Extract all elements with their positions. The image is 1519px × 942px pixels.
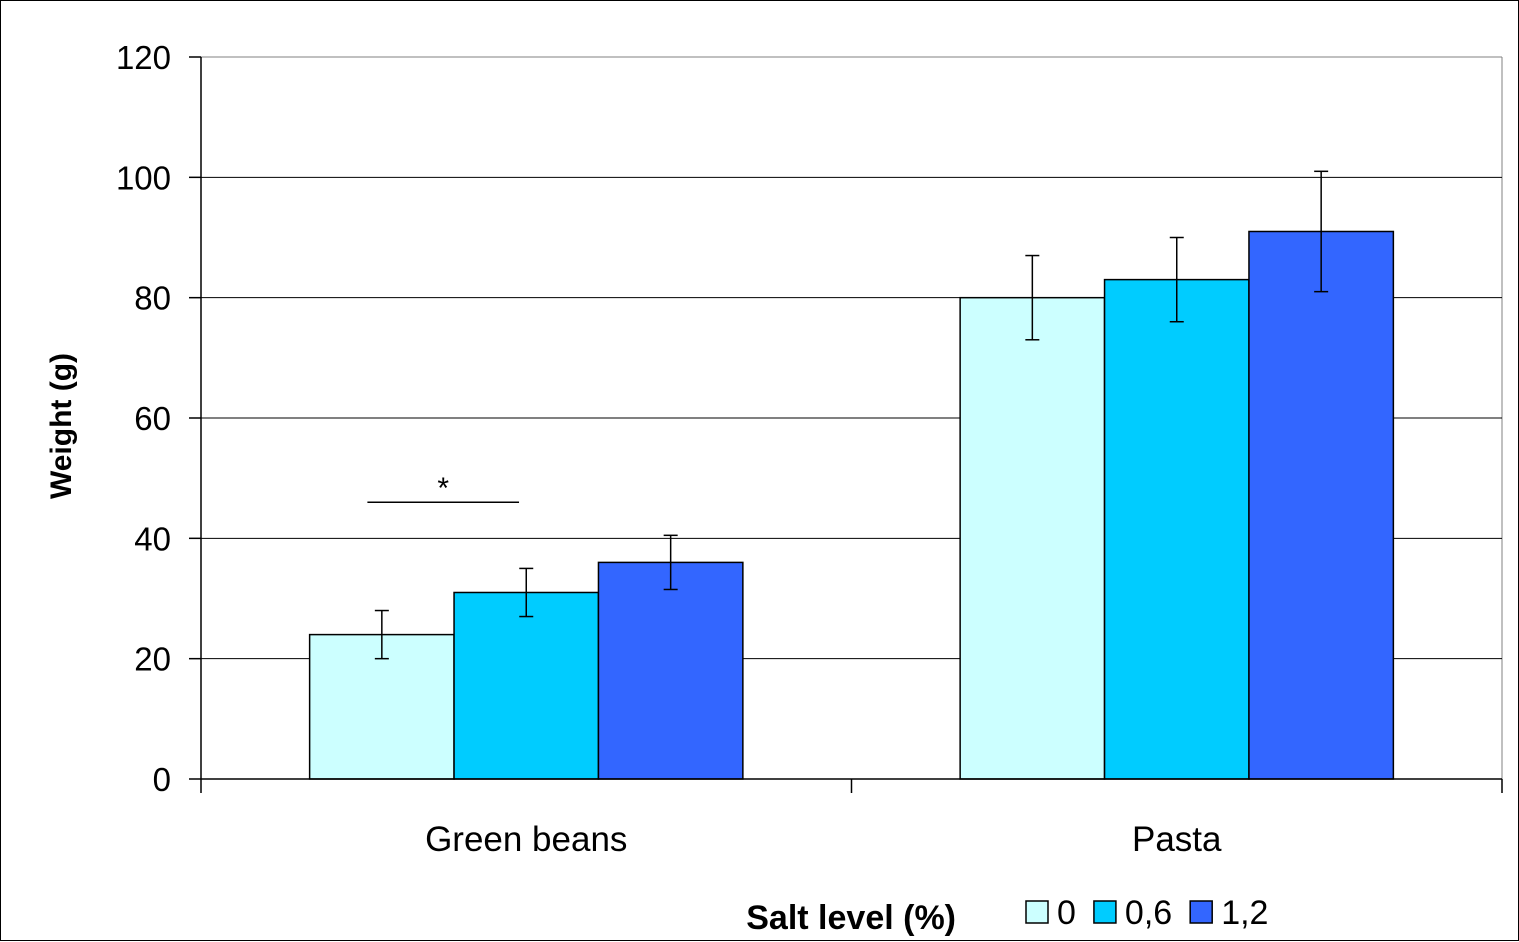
legend-label: 0 — [1057, 894, 1076, 932]
y-tick-label: 20 — [134, 641, 171, 678]
annotations: * — [367, 472, 520, 505]
legend-title: Salt level (%) — [746, 899, 956, 937]
y-tick-label: 120 — [116, 39, 171, 76]
significance-star: * — [437, 472, 449, 505]
y-tick-label: 80 — [134, 280, 171, 317]
bars — [308, 230, 1395, 780]
y-tick-label: 100 — [116, 159, 171, 196]
axes: 0 20 40 60 80 100 120 Green beans Pasta — [116, 39, 1503, 859]
bar — [1103, 278, 1250, 780]
bar — [959, 296, 1106, 780]
bar — [597, 561, 744, 780]
legend-swatch — [1093, 900, 1117, 924]
x-category-label: Pasta — [1132, 820, 1222, 859]
bar — [453, 591, 600, 780]
legend-swatch — [1025, 900, 1049, 924]
legend-label: 0,6 — [1125, 894, 1172, 932]
legend: Salt level (%) 0 0,6 1,2 — [746, 894, 1268, 937]
y-axis-title: Weight (g) — [45, 353, 78, 499]
legend-label: 1,2 — [1221, 894, 1268, 932]
y-tick-label: 40 — [134, 520, 171, 557]
bar — [1248, 230, 1395, 780]
x-category-label: Green beans — [425, 820, 627, 859]
y-tick-label: 60 — [134, 400, 171, 437]
y-tick-label: 0 — [153, 761, 171, 798]
error-bars — [374, 170, 1329, 660]
legend-swatch — [1189, 900, 1213, 924]
